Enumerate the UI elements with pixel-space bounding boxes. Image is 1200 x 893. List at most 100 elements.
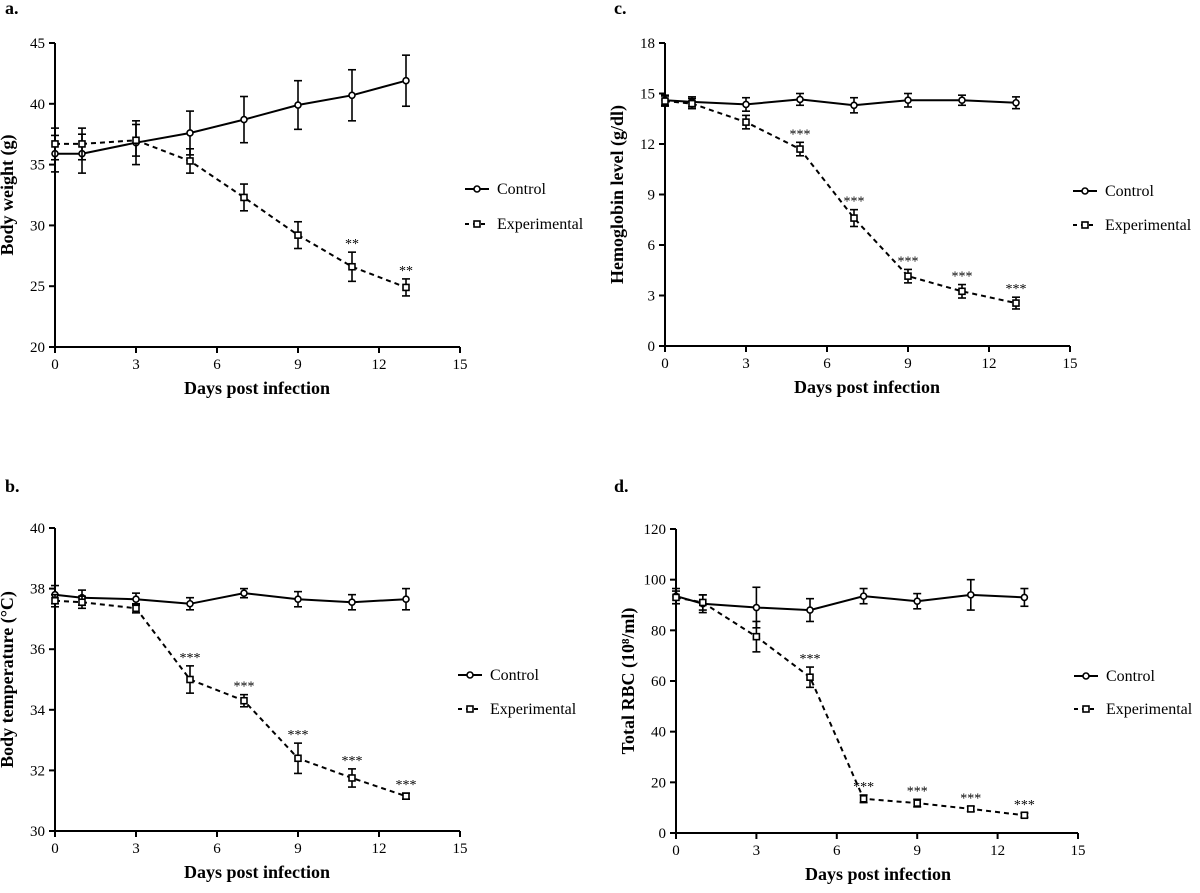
panel-label: c.: [614, 0, 627, 18]
x-tick-label: 3: [742, 356, 750, 372]
data-point: [186, 599, 194, 608]
data-point: [904, 272, 912, 280]
data-point: [1020, 593, 1029, 602]
y-axis-title: Body weight (g): [0, 134, 18, 255]
data-point: [796, 145, 804, 153]
x-axis-title: Days post infection: [184, 378, 330, 398]
series-line: [54, 599, 407, 798]
data-point: [294, 101, 302, 109]
series-control: [661, 92, 1020, 114]
legend-label: Experimental: [490, 701, 577, 718]
y-tick-label: 0: [659, 826, 667, 842]
chart-panel-c: c. 0 3 6 9 12 15 18 0 3 6 9 12 15 Days post infection H…: [607, 0, 1192, 397]
x-tick-label: 0: [661, 356, 669, 372]
y-axis-title: Body temperature (°C): [0, 591, 18, 768]
series-experimental: *** *** *** *** ***: [661, 95, 1027, 310]
legend-label: Experimental: [1105, 217, 1192, 234]
data-point: [402, 595, 410, 604]
significance-label: ***: [396, 778, 417, 793]
data-point: [186, 675, 194, 684]
legend: Control Experimental: [458, 667, 577, 718]
data-point: [402, 76, 410, 85]
x-axis-title: Days post infection: [805, 864, 951, 884]
series-experimental: *** *** *** *** ***: [51, 593, 417, 800]
significance-label: ***: [342, 754, 363, 769]
series-line: [55, 79, 407, 155]
y-tick-label: 80: [651, 623, 666, 639]
data-point: [1012, 299, 1020, 307]
y-tick-label: 45: [30, 36, 45, 52]
legend-label: Experimental: [1106, 701, 1193, 718]
y-tick-label: 34: [30, 703, 46, 719]
x-tick-label: 6: [213, 841, 221, 857]
y-tick-label: 18: [640, 36, 655, 52]
significance-label: ***: [898, 254, 919, 269]
data-point: [806, 673, 814, 682]
data-point: [132, 604, 140, 613]
data-point: [742, 118, 750, 126]
data-point: [240, 589, 248, 597]
legend-label: Experimental: [497, 216, 584, 233]
x-tick-label: 12: [372, 841, 387, 857]
data-point: [240, 193, 248, 202]
y-tick-label: 60: [651, 674, 666, 690]
data-point: [859, 794, 868, 803]
x-tick-label: 6: [213, 357, 221, 373]
data-point: [294, 231, 302, 239]
y-tick-label: 40: [30, 97, 45, 113]
data-point: [78, 140, 86, 148]
data-point: [240, 115, 248, 124]
data-point: [688, 99, 696, 108]
legend-label: Control: [490, 667, 539, 684]
panel-label: a.: [5, 0, 19, 18]
legend-marker: [473, 185, 481, 193]
legend-label: Control: [497, 181, 546, 198]
y-tick-label: 36: [30, 642, 46, 658]
panel-label: b.: [5, 476, 20, 496]
data-point: [958, 96, 966, 105]
data-point: [850, 214, 858, 222]
data-point: [294, 754, 302, 763]
legend-marker: [1082, 672, 1090, 680]
legend-marker: [473, 220, 481, 228]
data-point: [402, 792, 410, 800]
y-axis-title: Hemoglobin level (g/dl): [607, 105, 628, 284]
data-point: [132, 136, 140, 145]
y-tick-label: 25: [30, 279, 45, 295]
x-tick-label: 9: [913, 843, 921, 859]
significance-label: ***: [1014, 798, 1035, 813]
x-axis-title: Days post infection: [184, 862, 330, 882]
data-point: [806, 606, 814, 614]
y-tick-label: 0: [648, 339, 656, 355]
y-tick-label: 20: [30, 340, 45, 356]
series-control: [672, 578, 1029, 629]
significance-label: ***: [844, 195, 865, 210]
x-tick-label: 9: [294, 357, 302, 373]
legend-marker: [466, 671, 474, 679]
x-tick-label: 12: [982, 356, 997, 372]
legend: Control Experimental: [1073, 183, 1192, 234]
x-tick-label: 15: [1071, 843, 1086, 859]
data-point: [752, 632, 761, 641]
x-tick-label: 3: [753, 843, 761, 859]
data-point: [51, 140, 59, 148]
y-tick-label: 12: [640, 137, 655, 153]
series-line: [55, 139, 407, 289]
x-tick-label: 0: [51, 357, 59, 373]
x-tick-label: 3: [132, 841, 140, 857]
data-point: [240, 696, 248, 705]
x-tick-label: 12: [990, 843, 1005, 859]
significance-label: ***: [952, 270, 973, 285]
series-line: [675, 596, 1025, 817]
chart-panel-a: a. 20 25 30 35 40 45 0 3 6 9 12 15 Days post infectio…: [0, 0, 584, 398]
significance-label: **: [345, 237, 359, 252]
data-point: [672, 593, 680, 602]
y-tick-label: 30: [30, 824, 45, 840]
significance-label: ***: [1006, 282, 1027, 297]
data-point: [402, 283, 410, 292]
x-axis-title: Days post infection: [794, 377, 940, 397]
x-tick-label: 9: [904, 356, 912, 372]
y-tick-label: 40: [651, 725, 666, 741]
x-tick-label: 0: [51, 841, 59, 857]
